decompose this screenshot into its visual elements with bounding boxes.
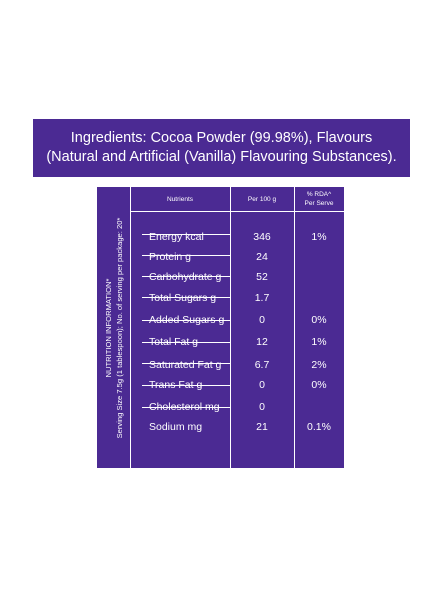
row-per-100g-value: 52 <box>256 271 268 283</box>
row-rda-value <box>294 397 344 417</box>
table-divider-horizontal <box>142 234 230 235</box>
row-per-100g-value: 346 <box>253 231 271 243</box>
table-divider-horizontal <box>142 342 230 343</box>
header-rda-line-2: Per Serve <box>304 200 334 207</box>
row-nutrient-name: Total Fat g <box>149 336 199 348</box>
ingredients-line-2: (Natural and Artificial (Vanilla) Flavou… <box>46 149 397 165</box>
row-per-100g-value: 0 <box>259 401 265 413</box>
row-rda-value: 0% <box>311 314 327 326</box>
table-divider-vertical <box>130 187 131 468</box>
table-divider-horizontal <box>142 297 230 298</box>
table-divider-horizontal <box>130 211 344 212</box>
row-nutrient-name: Sodium mg <box>149 421 203 433</box>
ingredients-line-1: Ingredients: Cocoa Powder (99.98%), Flav… <box>70 130 373 146</box>
row-rda-value <box>294 247 344 267</box>
table-divider-horizontal <box>142 276 230 277</box>
row-nutrient-name: Added Sugars g <box>149 314 225 326</box>
row-rda-value: 2% <box>311 359 327 371</box>
header-per-100g: Per 100 g <box>247 195 277 203</box>
row-rda-value: 1% <box>311 231 327 243</box>
ingredients-banner: Ingredients: Cocoa Powder (99.98%), Flav… <box>33 119 410 177</box>
row-per-100g-value: 1.7 <box>254 292 270 304</box>
table-divider-vertical <box>294 187 295 468</box>
header-rda-line-1: % RDA^ <box>306 191 332 198</box>
row-nutrient-name: Total Sugars g <box>149 292 217 304</box>
row-per-100g-value: 0 <box>259 314 265 326</box>
row-rda-value: 0.1% <box>307 421 331 433</box>
row-per-100g-value: 12 <box>256 336 268 348</box>
row-nutrient-name: Saturated Fat g <box>149 359 222 371</box>
nutrition-panel: NUTRITION INFORMATION* Serving Size 7.5g… <box>97 187 344 468</box>
row-nutrient-name: Trans Fat g <box>149 379 203 391</box>
row-nutrient-name: Carbohydrate g <box>149 271 222 283</box>
nutrition-info-title: NUTRITION INFORMATION* <box>103 278 113 377</box>
table-divider-horizontal <box>142 363 230 364</box>
row-nutrient-name: Cholesterol mg <box>149 401 220 413</box>
row-rda-value: 0% <box>311 379 327 391</box>
row-per-100g-value: 0 <box>259 379 265 391</box>
row-per-100g-value: 6.7 <box>254 359 270 371</box>
table-divider-horizontal <box>142 320 230 321</box>
nutrition-side-label: NUTRITION INFORMATION* Serving Size 7.5g… <box>97 187 130 468</box>
table-divider-horizontal <box>142 255 230 256</box>
row-per-100g-value: 24 <box>256 251 268 263</box>
row-nutrient-name: Energy kcal <box>149 231 204 243</box>
serving-size-text: Serving Size 7.5g (1 tablespoon); No. of… <box>114 217 124 438</box>
row-rda-value: 1% <box>311 336 327 348</box>
table-divider-horizontal <box>142 385 230 386</box>
row-rda-value <box>294 288 344 308</box>
row-rda-value <box>294 267 344 287</box>
header-rda: % RDA^ Per Serve <box>294 187 344 211</box>
header-nutrients: Nutrients <box>166 195 193 203</box>
row-per-100g-value: 21 <box>256 421 268 433</box>
table-divider-horizontal <box>142 407 230 408</box>
row-nutrient-name: Protein g <box>149 251 192 263</box>
table-divider-vertical <box>230 187 231 468</box>
